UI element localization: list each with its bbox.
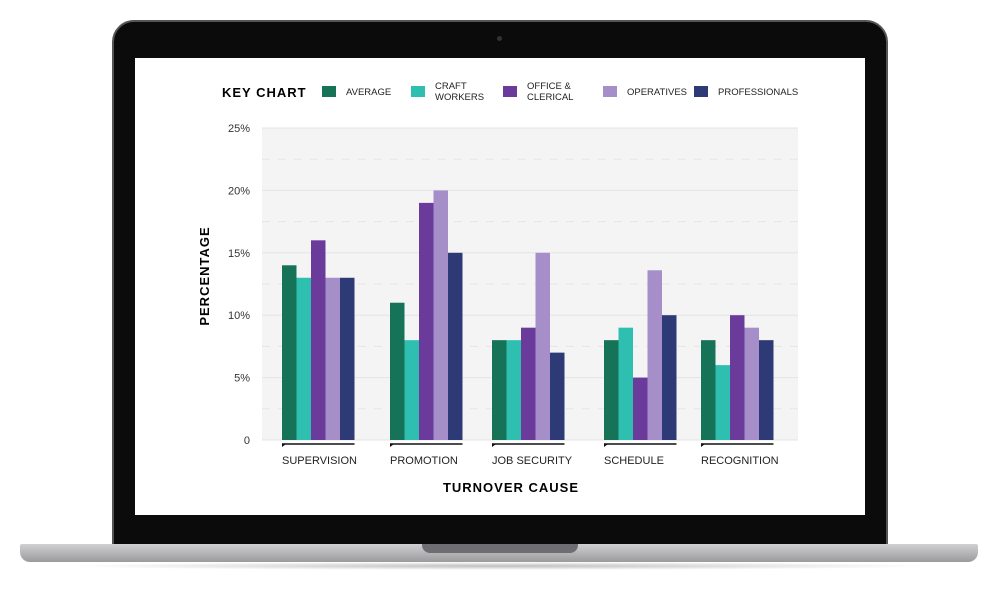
- bar: [419, 202, 434, 440]
- x-tick-label: SUPERVISION: [282, 455, 357, 467]
- legend-swatch: [411, 86, 425, 97]
- bar: [521, 327, 536, 440]
- y-tick-label: 25%: [228, 123, 250, 135]
- bar: [311, 240, 326, 440]
- y-axis-label: PERCENTAGE: [197, 226, 212, 325]
- legend-swatch: [603, 86, 617, 97]
- bar: [433, 190, 448, 440]
- legend-title: KEY CHART: [222, 85, 307, 100]
- bar: [535, 252, 550, 440]
- laptop-screen: AVERAGE CRAFT WORKERS OFFICE & CLERICAL OPERA…: [135, 58, 865, 515]
- x-axis-label: TURNOVER CAUSE: [443, 480, 579, 495]
- bar: [744, 327, 759, 440]
- bar: [604, 340, 619, 440]
- bar: [701, 340, 716, 440]
- y-tick-label: 15%: [228, 248, 250, 260]
- y-tick-label: 5%: [234, 373, 250, 385]
- bar: [550, 352, 565, 440]
- camera-icon: [497, 36, 502, 41]
- bar: [282, 265, 297, 440]
- bar: [633, 377, 648, 440]
- bar: [296, 277, 311, 440]
- x-tick-label: SCHEDULE: [604, 455, 664, 467]
- bar: [715, 365, 730, 440]
- bar: [404, 340, 419, 440]
- bar: [340, 277, 355, 440]
- laptop-notch: [422, 544, 578, 553]
- y-tick-label: 20%: [228, 185, 250, 197]
- bar: [390, 302, 405, 440]
- legend-label: OPERATIVES: [627, 87, 687, 98]
- category-bracket-tick: [492, 444, 496, 447]
- x-tick-label: RECOGNITION: [701, 455, 779, 467]
- bar: [759, 340, 774, 440]
- legend-label: OFFICE &: [527, 81, 571, 92]
- category-bracket-tick: [282, 444, 286, 447]
- y-tick-label: 0: [244, 435, 250, 447]
- x-tick-label: JOB SECURITY: [492, 455, 573, 467]
- bar: [730, 315, 745, 440]
- bar: [647, 270, 662, 440]
- laptop-base: [20, 544, 978, 562]
- bar: [448, 252, 463, 440]
- legend-label: CRAFT: [435, 81, 467, 92]
- bar: [662, 315, 677, 440]
- bar: [492, 340, 507, 440]
- legend-label: CLERICAL: [527, 92, 573, 103]
- legend-swatch: [503, 86, 517, 97]
- x-tick-label: PROMOTION: [390, 455, 458, 467]
- y-tick-label: 10%: [228, 310, 250, 322]
- category-bracket-tick: [604, 444, 608, 447]
- bar: [506, 340, 521, 440]
- legend-label: PROFESSIONALS: [718, 87, 798, 98]
- category-bracket-tick: [390, 444, 394, 447]
- laptop-shadow: [60, 562, 940, 570]
- category-bracket-tick: [701, 444, 705, 447]
- legend-swatch: [322, 86, 336, 97]
- plot-area: 0 5% 10% 15% 20% 25% SUPERVISION PROMOTION JOB S…: [228, 123, 798, 467]
- bar: [325, 277, 340, 440]
- bar: [618, 327, 633, 440]
- legend-label: AVERAGE: [346, 87, 391, 98]
- legend-label: WORKERS: [435, 92, 484, 103]
- legend-swatch: [694, 86, 708, 97]
